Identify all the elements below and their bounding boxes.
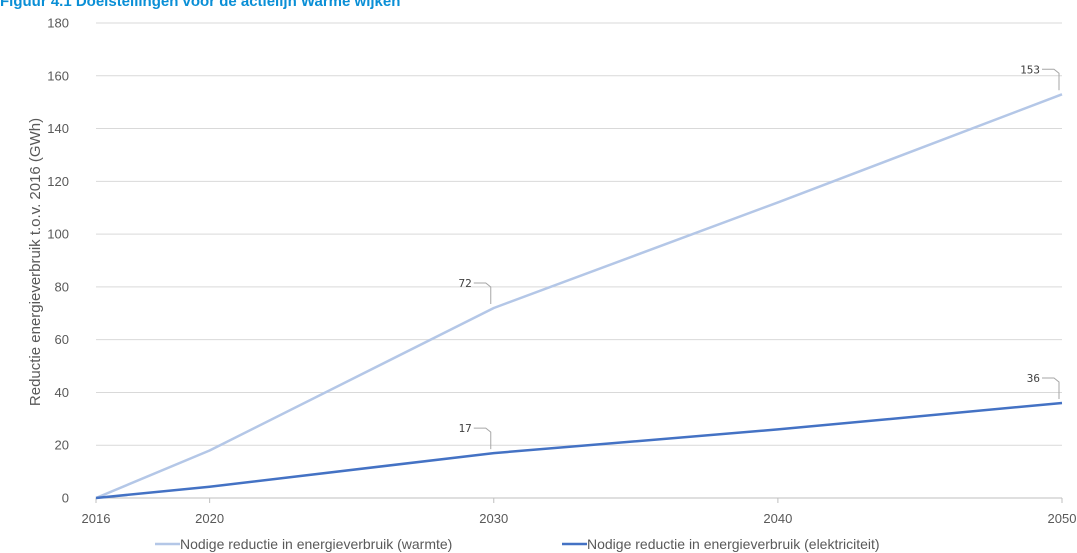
- x-axis-ticks: 2016 2020 2030 2040 2050: [82, 498, 1077, 526]
- data-labels: 72 153 17 36: [459, 63, 1060, 450]
- y-tick-label-20: 20: [55, 438, 69, 453]
- x-tick-label-2020: 2020: [195, 511, 224, 526]
- y-tick-label-60: 60: [55, 332, 69, 347]
- y-axis-ticks: 0 20 40 60 80 100 120 140 160 180: [47, 16, 69, 506]
- series-lines: [95, 93, 1063, 500]
- series-line-warmte: [95, 93, 1063, 500]
- data-label-72: 72: [459, 277, 472, 290]
- y-axis-label: Reductie energieverbruik t.o.v. 2016 (GW…: [27, 118, 44, 406]
- y-tick-label-80: 80: [55, 279, 69, 294]
- series-line-elektriciteit: [95, 401, 1063, 500]
- legend-label: Nodige reductie in energieverbruik (elek…: [587, 536, 880, 552]
- data-label-leader-36: [1042, 377, 1060, 399]
- x-tick-label-2040: 2040: [763, 511, 792, 526]
- data-label-153: 153: [1020, 63, 1040, 76]
- y-tick-label-100: 100: [47, 227, 69, 242]
- y-tick-label-160: 160: [47, 68, 69, 83]
- figure-title: Figuur 4.1 Doelstellingen voor de actiel…: [0, 0, 401, 10]
- legend-item-elektriciteit: Nodige reductie in energieverbruik (elek…: [562, 536, 880, 552]
- y-tick-label-40: 40: [55, 385, 69, 400]
- data-label-17: 17: [459, 422, 472, 435]
- data-label-leader-17: [473, 427, 492, 450]
- legend-label: Nodige reductie in energieverbruik (warm…: [180, 536, 452, 552]
- y-tick-label-180: 180: [47, 16, 69, 31]
- data-label-36: 36: [1027, 372, 1040, 385]
- x-tick-label-2050: 2050: [1048, 511, 1077, 526]
- y-tick-label-140: 140: [47, 121, 69, 136]
- legend: Nodige reductie in energieverbruik (warm…: [155, 536, 880, 552]
- y-tick-label-0: 0: [62, 491, 69, 506]
- data-label-leader-153: [1042, 68, 1060, 91]
- legend-item-warmte: Nodige reductie in energieverbruik (warm…: [155, 536, 452, 552]
- x-tick-label-2016: 2016: [82, 511, 111, 526]
- y-tick-label-120: 120: [47, 174, 69, 189]
- gridlines: [96, 22, 1062, 499]
- x-tick-label-2030: 2030: [479, 511, 508, 526]
- data-label-leader-72: [473, 282, 492, 304]
